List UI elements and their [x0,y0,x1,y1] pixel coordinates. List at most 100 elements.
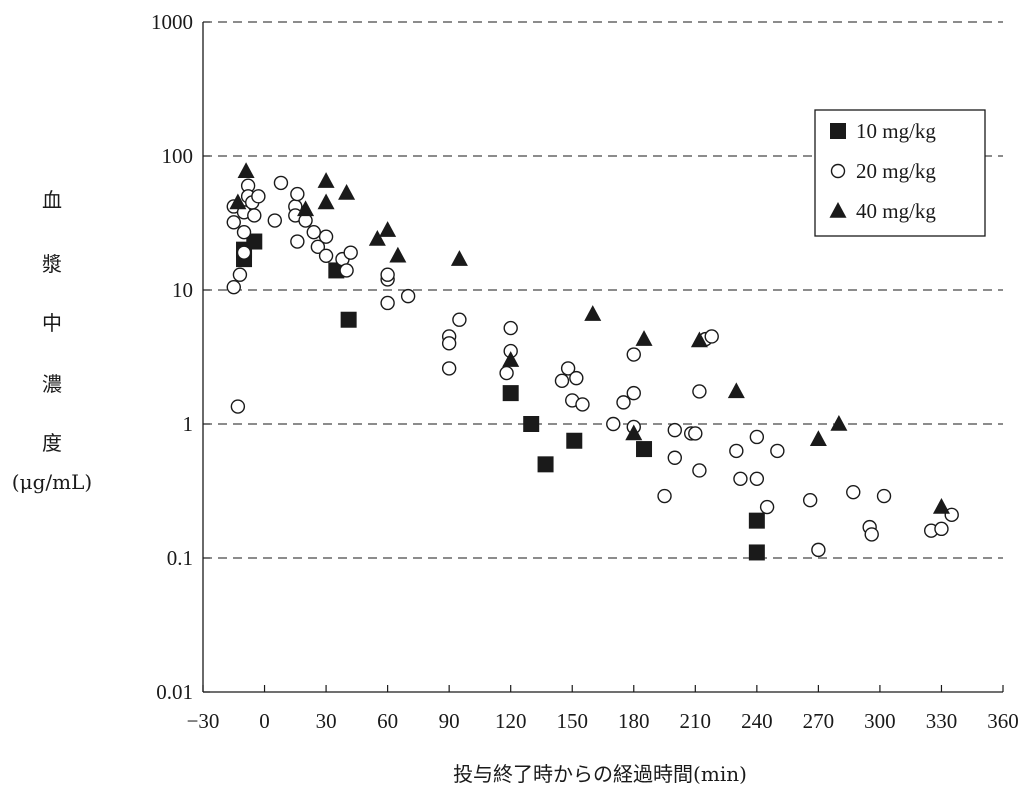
x-tick-label: 90 [439,709,460,733]
data-point [340,311,357,328]
x-tick-label: 360 [987,709,1019,733]
data-point [569,370,584,386]
data-point [692,463,707,478]
data-point [230,399,246,414]
data-point [236,245,252,260]
data-point [811,542,826,558]
data-point [625,424,643,441]
data-point [290,186,305,202]
data-point [626,385,641,401]
legend-label: 20 mg/kg [856,159,936,183]
data-point [273,175,289,191]
x-tick-label: 330 [926,709,958,733]
x-axis-title: 投与終了時からの経過時間(min) [453,762,747,786]
data-point [441,336,457,351]
y-axis-title-part: 度 [42,431,62,455]
data-point [748,512,765,529]
data-point [237,162,255,178]
data-point [554,373,570,389]
data-point [246,233,263,250]
data-point [368,230,386,246]
data-points [226,162,959,561]
y-axis-title-part: (μg/mL) [12,470,92,494]
y-tick-label: 1 [183,412,194,436]
y-tick-label: 1000 [151,10,193,34]
x-tick-label: −30 [187,709,220,733]
data-point [380,295,395,311]
x-tick-label: 300 [864,709,896,733]
data-point [690,331,708,348]
data-point [692,384,707,399]
legend-marker [830,163,846,179]
data-point [749,471,765,486]
data-point [770,443,785,459]
legend-label: 10 mg/kg [856,119,936,143]
data-point [606,416,621,432]
data-point [537,456,554,473]
data-point [328,262,345,279]
x-tick-label: 0 [259,709,270,733]
data-point [759,499,775,515]
x-tick-label: 210 [680,709,712,733]
data-point [317,193,335,210]
data-point [502,351,520,367]
legend-marker [830,123,846,139]
y-tick-label: 100 [162,144,194,168]
data-point [727,382,745,399]
y-axis-title-part: 中 [42,311,62,335]
data-point [688,426,703,441]
data-point [636,441,653,458]
data-point [499,365,514,381]
data-point [575,397,590,412]
y-tick-labels: 1000 100 10 1 0.1 0.01 [151,10,193,704]
data-point [380,267,395,282]
data-point [626,347,641,362]
x-tick-label: 150 [556,709,588,733]
data-point [748,544,765,561]
data-point [379,221,397,237]
x-tick-label: 270 [803,709,835,733]
data-point [236,224,252,240]
data-point [226,215,241,230]
data-point [733,471,748,486]
data-point [667,450,682,465]
data-point [317,172,335,188]
x-tick-label: 120 [495,709,527,733]
data-point [584,305,602,321]
data-point [318,248,334,263]
x-tick-label: 30 [316,709,337,733]
data-point [229,193,247,210]
data-point [560,361,576,376]
data-point [389,246,407,263]
data-point [876,488,892,504]
data-point [809,430,827,446]
data-point [232,267,248,282]
data-point [503,320,518,336]
data-point [310,239,326,255]
y-axis-title-part: 漿 [42,252,62,276]
data-point [452,312,467,327]
data-point [339,263,354,278]
y-axis-title-part: 濃 [42,372,62,396]
data-point [932,498,950,514]
x-tick-label: 180 [618,709,650,733]
x-tick-label: 240 [741,709,773,733]
data-point [318,229,334,244]
data-point [616,395,631,410]
data-point [400,288,416,304]
y-tick-label: 0.01 [156,680,193,704]
data-point [247,208,262,223]
data-point [864,527,879,542]
data-point [343,245,358,260]
data-point [267,213,282,228]
data-point [523,416,540,432]
data-point [802,492,818,508]
data-point [729,443,744,459]
data-point [846,484,861,500]
x-tick-labels: −30 0 30 60 90 120 150 180 210 240 270 300 330 360 [187,709,1019,733]
data-point [338,183,356,200]
legend: 10 mg/kg 20 mg/kg 40 mg/kg [814,109,986,237]
data-point [450,250,468,266]
